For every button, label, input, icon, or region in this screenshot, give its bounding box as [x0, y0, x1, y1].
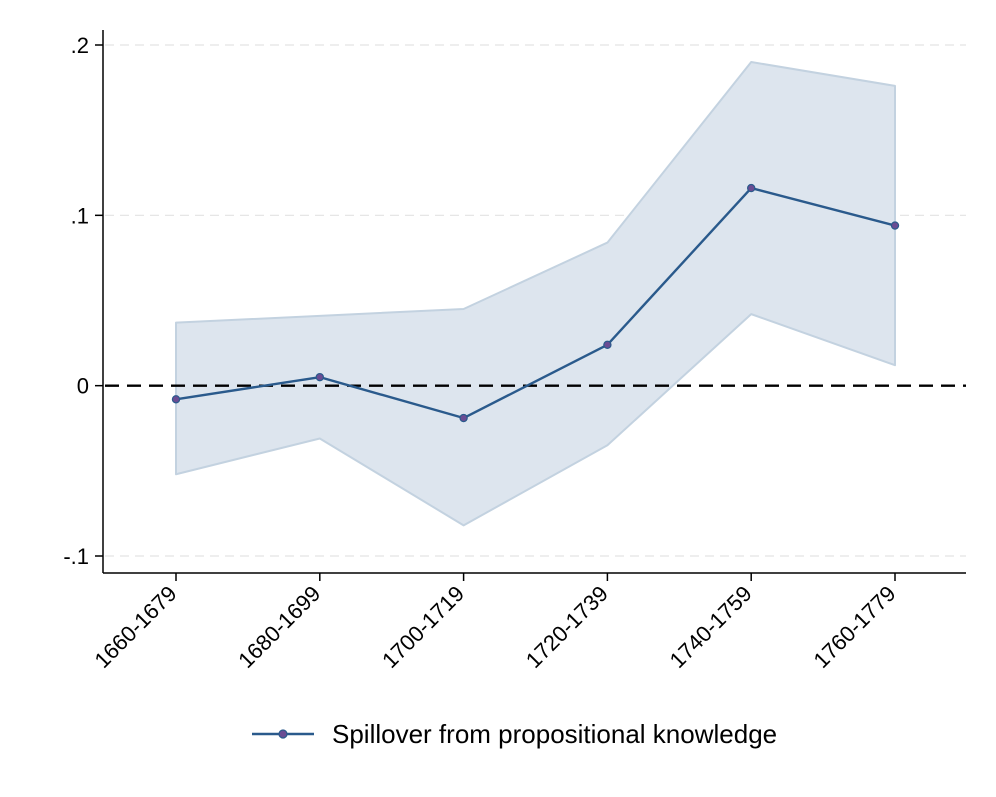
x-tick-label: 1720-1739 — [521, 581, 613, 673]
axes — [95, 30, 966, 581]
data-point — [459, 413, 468, 423]
x-tick-label: 1700-1719 — [377, 581, 469, 673]
legend: Spillover from propositional knowledge — [252, 719, 777, 749]
legend-marker-swatch — [278, 729, 288, 739]
confidence-band-area — [175, 61, 896, 527]
y-tick-label: .2 — [71, 33, 89, 58]
confidence-band — [175, 61, 896, 527]
y-tick-label: -.1 — [63, 544, 89, 569]
y-tick-label: 0 — [77, 374, 89, 399]
x-tick-label: 1660-1679 — [89, 581, 181, 673]
y-tick-label: .1 — [71, 203, 89, 228]
data-point — [315, 372, 324, 382]
y-tick-labels: -.1 0 .1 .2 — [63, 33, 89, 569]
series-line-path — [175, 186, 896, 420]
data-point — [890, 221, 900, 230]
legend-label: Spillover from propositional knowledge — [332, 719, 777, 749]
series-markers — [171, 183, 900, 423]
x-tick-label: 1760-1779 — [808, 581, 900, 673]
x-tick-label: 1680-1699 — [233, 581, 325, 673]
data-point — [171, 395, 181, 404]
x-tick-labels: 1660-1679 1680-1699 1700-1719 1720-1739 1740… — [89, 581, 900, 673]
data-point — [747, 183, 756, 193]
data-point — [603, 340, 612, 349]
x-tick-label: 1740-1759 — [665, 581, 757, 673]
gridlines — [105, 44, 966, 557]
series-line — [175, 186, 896, 420]
